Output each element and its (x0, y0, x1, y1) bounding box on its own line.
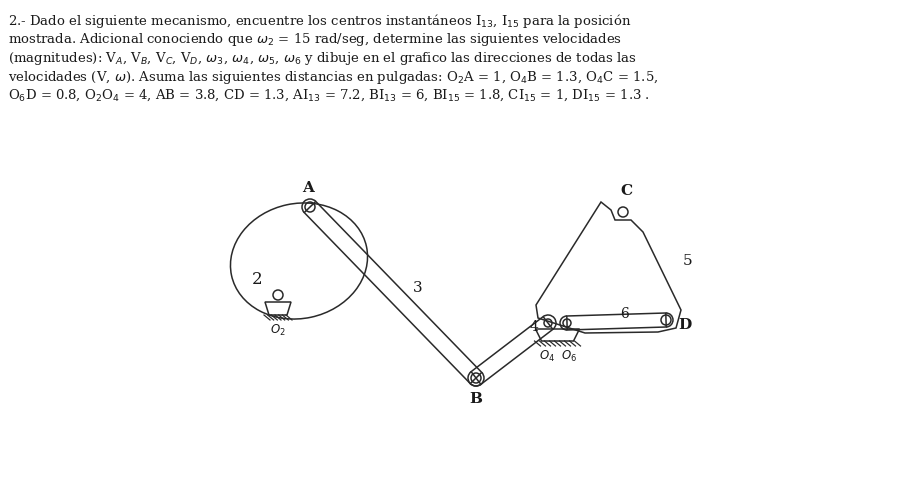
Text: C: C (620, 184, 632, 198)
Text: $O_6$: $O_6$ (561, 349, 577, 364)
Text: mostrada. Adicional conociendo que $\omega_2$ = 15 rad/seg, determine las siguie: mostrada. Adicional conociendo que $\ome… (8, 31, 622, 48)
Text: (magnitudes): V$_A$, V$_B$, V$_C$, V$_D$, $\omega_3$, $\omega_4$, $\omega_5$, $\: (magnitudes): V$_A$, V$_B$, V$_C$, V$_D$… (8, 50, 637, 67)
Text: 6: 6 (620, 306, 629, 320)
Text: B: B (470, 392, 482, 406)
Text: 5: 5 (683, 254, 693, 268)
Text: 4: 4 (529, 320, 539, 334)
Text: $O_4$: $O_4$ (539, 349, 555, 364)
Text: O$_6$D = 0.8, O$_2$O$_4$ = 4, AB = 3.8, CD = 1.3, AI$_{13}$ = 7.2, BI$_{13}$ = 6: O$_6$D = 0.8, O$_2$O$_4$ = 4, AB = 3.8, … (8, 88, 650, 103)
Text: $O_2$: $O_2$ (270, 323, 286, 338)
Text: A: A (302, 181, 314, 195)
Text: 2.- Dado el siguiente mecanismo, encuentre los centros instantáneos I$_{13}$, I$: 2.- Dado el siguiente mecanismo, encuent… (8, 12, 631, 30)
Text: 2: 2 (252, 270, 262, 287)
Text: 3: 3 (414, 280, 423, 294)
Text: D: D (678, 318, 691, 332)
Text: velocidades (V, $\omega$). Asuma las siguientes distancias en pulgadas: O$_2$A =: velocidades (V, $\omega$). Asuma las sig… (8, 69, 658, 86)
